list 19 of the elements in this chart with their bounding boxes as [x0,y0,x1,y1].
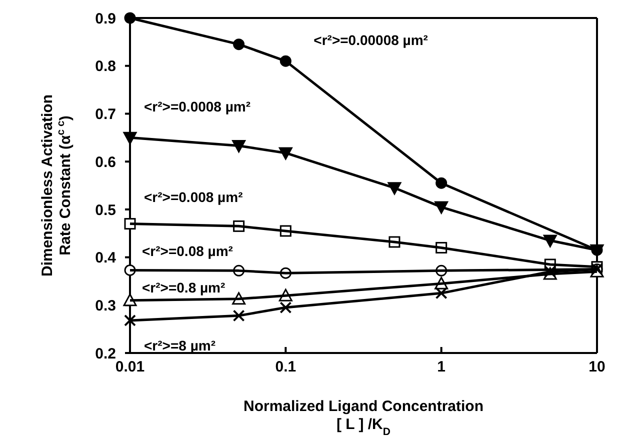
x-tick-label: 0.01 [115,358,145,376]
y-tick-label: 0.5 [95,202,116,219]
y-tick-label: 0.2 [95,345,116,362]
series-label: <r²>=0.008 µm² [144,188,244,205]
y-tick-label: 0.9 [95,10,116,28]
series-label: <r²>=0.0008 µm² [144,98,251,115]
series-label: <r²>=0.08 µm² [142,243,234,260]
y-tick-label: 0.4 [95,250,117,267]
y-tick-label: 0.7 [95,106,116,124]
series-label: <r²>=0.00008 µm² [314,32,428,48]
x-axis-title: Normalized Ligand Concentration [ L ] /K$_{D}$ [243,398,484,438]
y-tick-label: 0.6 [95,154,116,171]
x-tick-label: 1 [437,358,446,376]
x-tick-label: 0.1 [275,358,296,376]
x-tick-label: 10 [588,358,606,376]
series-label: <r²>=0.8 µm² [142,279,226,296]
series-label: <r²>=8 µm² [144,337,216,354]
y-tick-label: 0.3 [95,297,116,314]
y-tick-label: 0.8 [95,58,116,76]
